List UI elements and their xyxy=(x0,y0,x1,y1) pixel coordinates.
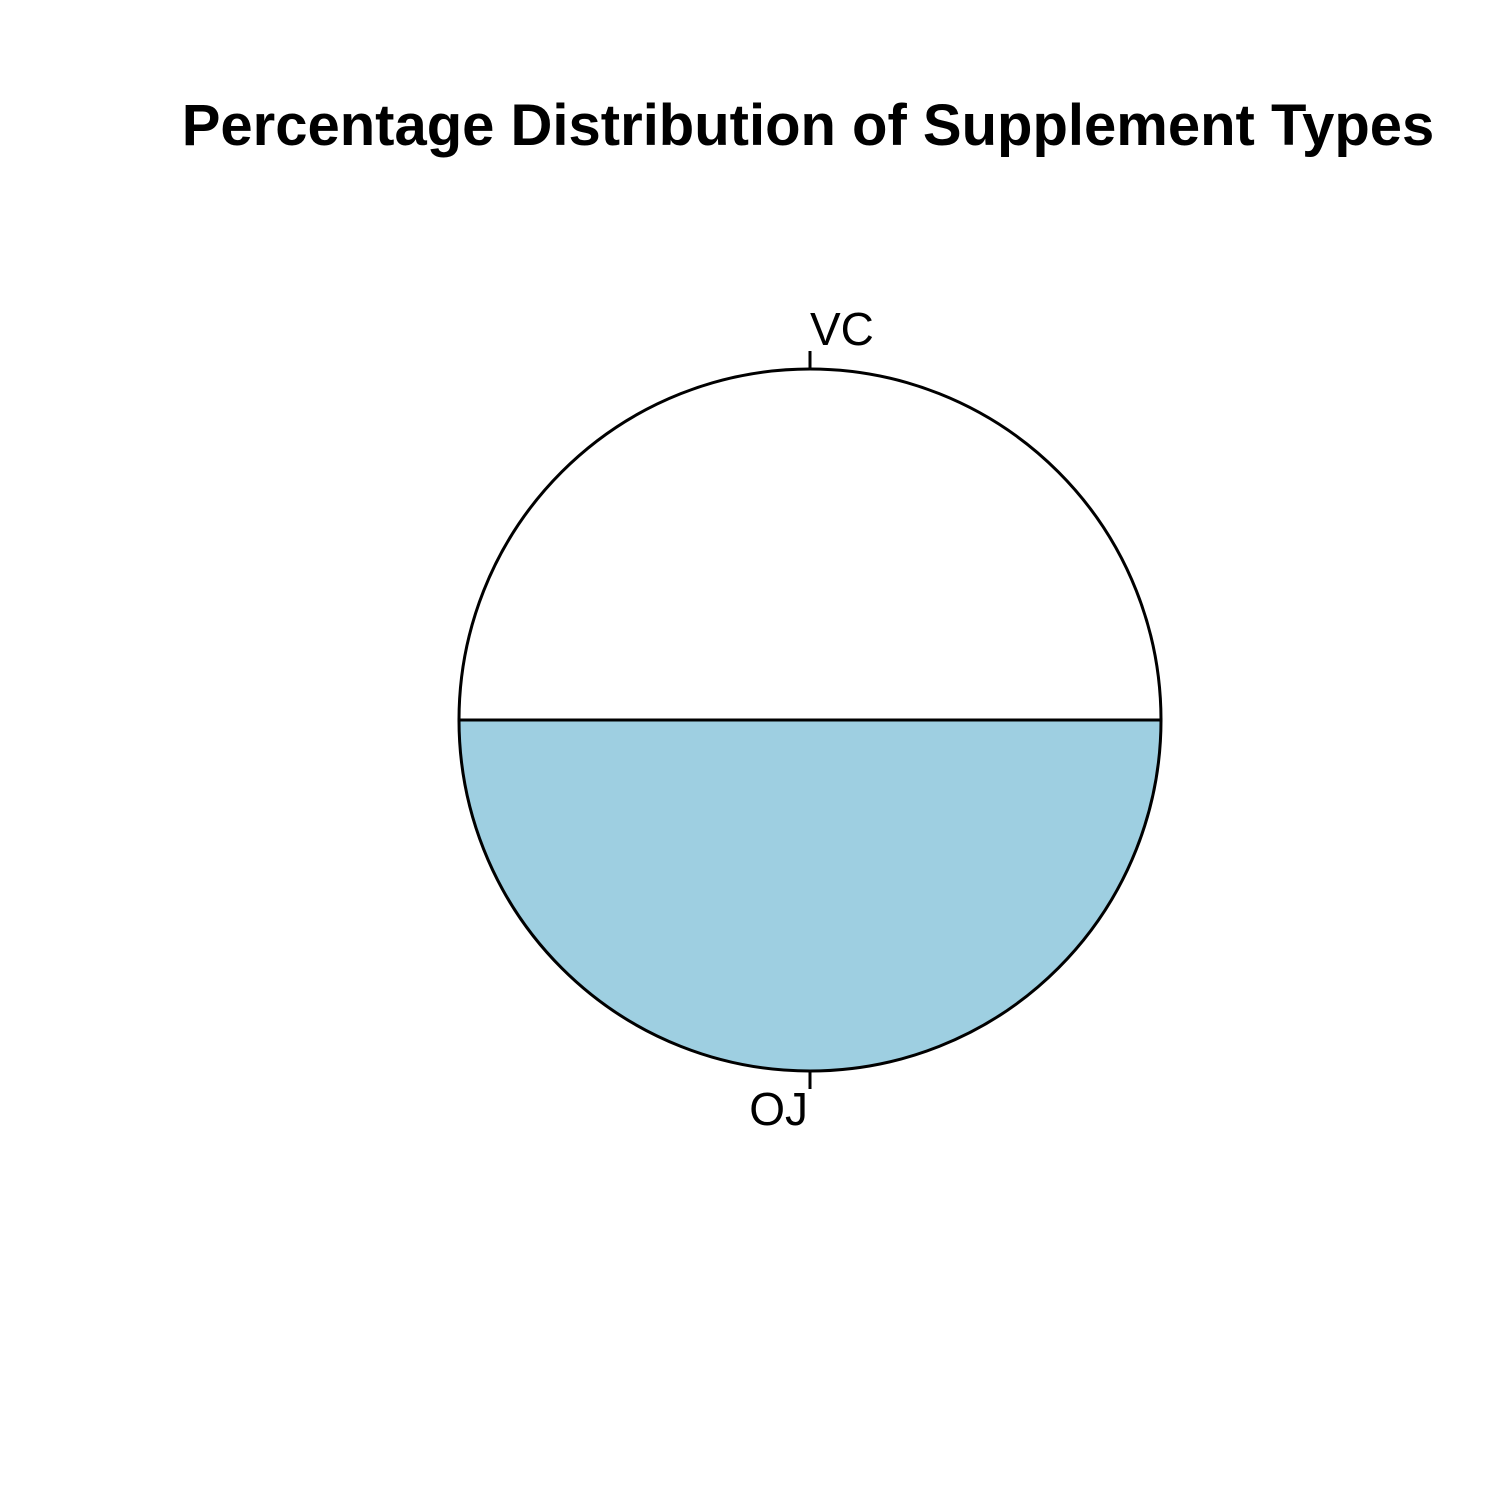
chart-title: Percentage Distribution of Supplement Ty… xyxy=(182,93,1435,158)
slice-label-oj: OJ xyxy=(749,1083,808,1135)
pie-slices xyxy=(457,367,1163,1073)
pie-slice-vc xyxy=(457,367,1163,722)
pie-slice-labels: OJ VC xyxy=(749,303,874,1135)
slice-label-vc: VC xyxy=(810,303,874,355)
pie-slice-oj xyxy=(457,718,1163,1073)
